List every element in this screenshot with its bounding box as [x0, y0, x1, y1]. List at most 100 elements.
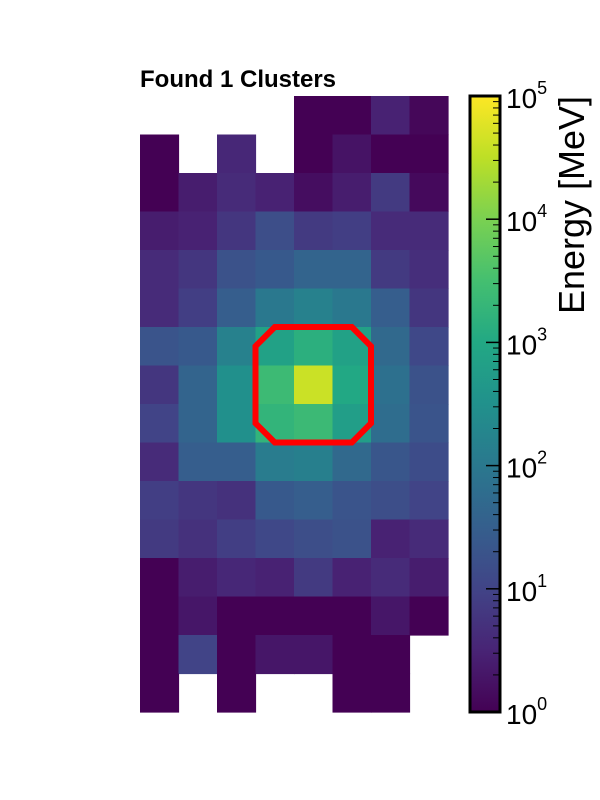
heatmap-cell [294, 519, 334, 559]
heatmap-cell [294, 250, 334, 290]
heatmap-cell [332, 558, 372, 598]
heatmap-cell [217, 288, 257, 328]
heatmap-cell [140, 519, 180, 559]
heatmap-cell [371, 404, 411, 444]
heatmap-cell [409, 596, 449, 636]
heatmap-cell [255, 327, 295, 367]
heatmap-cell [409, 96, 449, 136]
heatmap-cell [217, 596, 257, 636]
heatmap-cell [371, 173, 411, 213]
heatmap-cell [255, 288, 295, 328]
heatmap-cell [371, 250, 411, 290]
heatmap-cell [217, 134, 257, 174]
heatmap-cell [178, 596, 218, 636]
heatmap-cell [217, 673, 257, 713]
colorbar-tick-label: 100 [506, 694, 547, 730]
heatmap-cell [294, 442, 334, 482]
heatmap-cell [140, 442, 180, 482]
heatmap-cell [332, 288, 372, 328]
heatmap-cell [332, 211, 372, 251]
heatmap-cell [178, 173, 218, 213]
heatmap-cell [140, 173, 180, 213]
heatmap-cell [217, 365, 257, 405]
heatmap-cell [217, 558, 257, 598]
heatmap-cell [371, 673, 411, 713]
heatmap-cell [409, 288, 449, 328]
colorbar-ticks: 100 101 102 103 104 105 [486, 78, 547, 730]
heatmap-cell [332, 481, 372, 521]
heatmap-cell [178, 481, 218, 521]
heatmap-cell [217, 404, 257, 444]
heatmap-cell [294, 365, 334, 405]
heatmap-cell [409, 134, 449, 174]
heatmap-cell [217, 635, 257, 675]
heatmap-cell [332, 250, 372, 290]
heatmap-cell [294, 96, 334, 136]
heatmap-cell [371, 442, 411, 482]
heatmap-cell [409, 211, 449, 251]
colorbar-tick-label: 103 [506, 324, 547, 360]
heatmap-cells [140, 96, 449, 713]
heatmap-cell [178, 365, 218, 405]
heatmap-cell [140, 558, 180, 598]
colorbar: 100 101 102 103 104 105 [468, 78, 547, 730]
heatmap-cell [140, 211, 180, 251]
heatmap-cell [294, 596, 334, 636]
heatmap-cell [409, 558, 449, 598]
heatmap-cell [371, 134, 411, 174]
heatmap-cell [140, 635, 180, 675]
heatmap-cell [217, 327, 257, 367]
colorbar-tick-label: 105 [506, 78, 547, 114]
heatmap-cell [409, 365, 449, 405]
heatmap-cell [409, 442, 449, 482]
heatmap-cell [178, 558, 218, 598]
colorbar-tick-label: 101 [506, 571, 547, 607]
heatmap-cell [294, 288, 334, 328]
heatmap-cell [332, 173, 372, 213]
heatmap-cell [371, 96, 411, 136]
heatmap-cell [217, 250, 257, 290]
colorbar-tick-label: 104 [506, 201, 547, 237]
heatmap-cell [178, 250, 218, 290]
heatmap-cell [255, 558, 295, 598]
heatmap-cell [409, 327, 449, 367]
heatmap-cell [332, 596, 372, 636]
heatmap-cell [371, 481, 411, 521]
heatmap-cell [255, 365, 295, 405]
heatmap-cell [294, 327, 334, 367]
heatmap-cell [371, 288, 411, 328]
heatmap-cell [332, 404, 372, 444]
heatmap-cell [140, 365, 180, 405]
heatmap-cell [140, 596, 180, 636]
chart-title: Found 1 Clusters [140, 66, 336, 93]
heatmap-cell [178, 288, 218, 328]
heatmap-cell [371, 327, 411, 367]
heatmap-cell [371, 596, 411, 636]
heatmap-cell [294, 404, 334, 444]
heatmap-cell [371, 519, 411, 559]
heatmap-cell [294, 173, 334, 213]
heatmap-cell [409, 481, 449, 521]
heatmap-cell [255, 404, 295, 444]
heatmap-cell [294, 635, 334, 675]
colorbar-label: Energy [MeV] [551, 96, 592, 314]
heatmap-cell [140, 404, 180, 444]
heatmap-cell [140, 481, 180, 521]
heatmap-cell [255, 173, 295, 213]
heatmap-cell [217, 519, 257, 559]
heatmap-cell [294, 134, 334, 174]
heatmap-cell [217, 481, 257, 521]
heatmap-cell [409, 519, 449, 559]
heatmap-cell [255, 250, 295, 290]
heatmap-cell [332, 365, 372, 405]
heatmap-cell [217, 211, 257, 251]
heatmap-cell [217, 442, 257, 482]
heatmap-cell [255, 442, 295, 482]
heatmap-cell [409, 250, 449, 290]
heatmap-cell [178, 404, 218, 444]
heatmap-cell [371, 558, 411, 598]
heatmap-cell [255, 635, 295, 675]
heatmap-cell [332, 519, 372, 559]
heatmap-cell [255, 519, 295, 559]
